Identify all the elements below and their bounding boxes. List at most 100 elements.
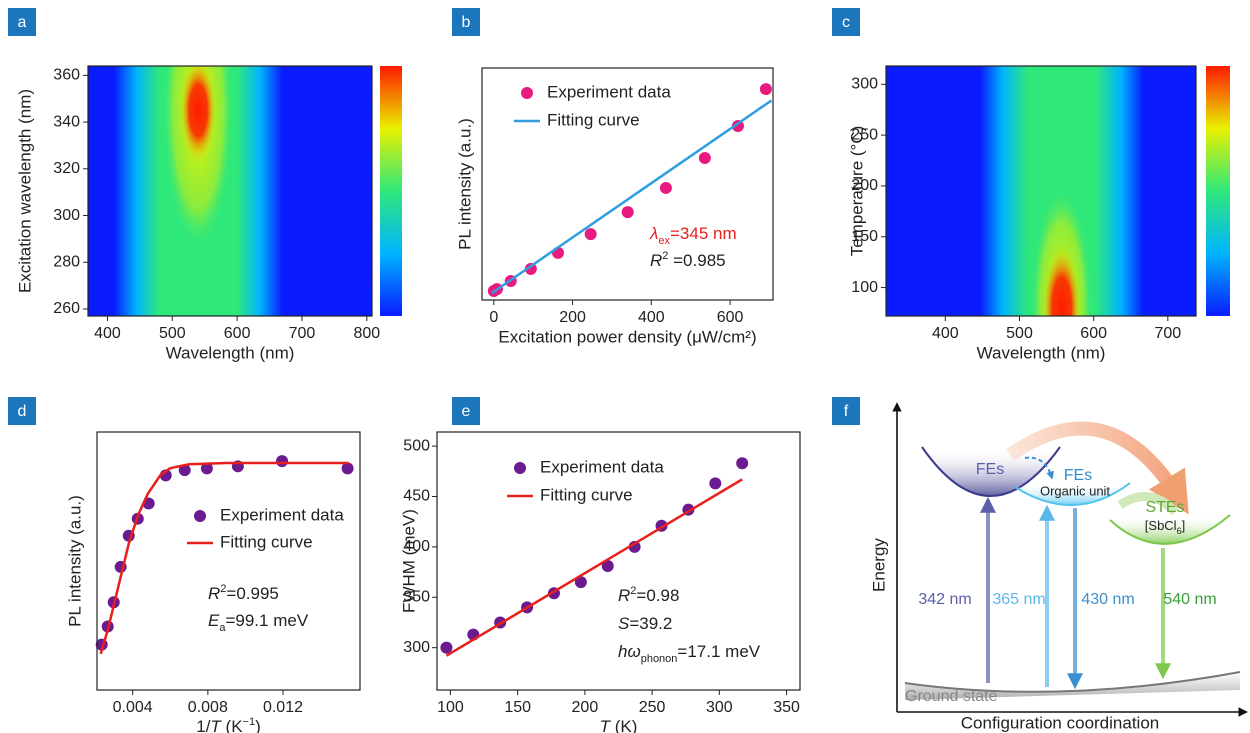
text-part: )	[255, 717, 261, 733]
text-part: =17.1 meV	[677, 642, 760, 661]
annotation: λex=345 nm	[649, 224, 737, 246]
data-point	[574, 576, 587, 589]
y-tick-label: 450	[403, 488, 430, 505]
ground-label: Ground state	[905, 688, 998, 705]
text-part: =0.995	[226, 584, 278, 603]
transfer-arrow-2	[1117, 492, 1179, 516]
axes-frame	[436, 431, 801, 691]
data-point	[524, 262, 537, 275]
state-label: STEs	[1145, 499, 1184, 516]
y-tick-label: 250	[851, 126, 878, 143]
panel-label-box	[452, 397, 480, 425]
x-tick-label: 200	[572, 699, 599, 716]
text-part: R	[650, 251, 662, 270]
y-tick-label: 280	[53, 253, 80, 270]
y-tick-label: 200	[851, 177, 878, 194]
y-tick-label: 350	[403, 589, 430, 606]
text-part: hω	[618, 642, 641, 661]
legend-marker	[194, 510, 206, 522]
annotation: R2 =0.985	[650, 250, 726, 271]
x-tick-label: 0.012	[263, 699, 303, 716]
panel: 400 500 600 700 800 260 280 300 320 340 360	[53, 65, 402, 342]
state-note: [SbCl6]	[1145, 518, 1185, 536]
axes-frame	[885, 65, 1197, 317]
text-part: 1/	[196, 717, 210, 733]
heatmap-peak	[1042, 246, 1082, 316]
transition-label: 540 nm	[1163, 591, 1216, 608]
panel-label-box	[832, 8, 860, 36]
x-tick-label: 700	[289, 325, 316, 342]
panel-label-box	[8, 8, 36, 36]
heatmap	[886, 66, 1196, 316]
x-tick-label: 0.008	[188, 699, 228, 716]
y-axis-label: PL intensity (a.u.)	[65, 495, 84, 627]
diagram: Energy Configuration coordination Ground…	[869, 402, 1248, 732]
panel: 400 500 600 700 100 150 200 250 300	[851, 65, 1230, 342]
text-part: (K)	[610, 717, 637, 733]
transfer-arrow	[1005, 421, 1189, 515]
y-tick-label: 150	[851, 228, 878, 245]
transition-label: 365 nm	[992, 591, 1045, 608]
fe-curve	[921, 446, 1061, 497]
x-axis-label: 1/T (K−1)	[196, 716, 261, 733]
y-axis-label: Temperature (°C)	[847, 126, 866, 257]
y-axis-label: FWHM (meV)	[399, 509, 418, 613]
transition-label: 342 nm	[918, 591, 971, 608]
y-tick-label: 300	[53, 207, 80, 224]
panel-label: d	[18, 403, 27, 420]
fit-line	[491, 99, 773, 295]
data-point	[731, 120, 744, 132]
x-tick-label: 100	[437, 699, 464, 716]
x-tick-label: 300	[706, 699, 733, 716]
text-part: (K	[221, 717, 243, 733]
panel-label: f	[844, 403, 849, 420]
legend-marker	[521, 87, 533, 99]
legend-label: Fitting curve	[540, 485, 633, 504]
legend-marker	[514, 462, 526, 474]
state-label: FEs	[976, 461, 1004, 478]
ste-curve	[1109, 514, 1231, 545]
text-part: =345 nm	[670, 224, 737, 243]
y-tick-label: 100	[851, 279, 878, 296]
x-tick-label: 800	[353, 325, 380, 342]
note-part: ]	[1182, 518, 1186, 533]
text-part: ex	[658, 235, 670, 247]
axes-frame	[87, 65, 373, 317]
legend-label: Experiment data	[540, 457, 664, 476]
x-axis-label: T (K)	[600, 717, 638, 733]
coordinate-label: Configuration coordination	[961, 713, 1159, 732]
heatmap	[88, 66, 372, 316]
panel-label-box	[832, 397, 860, 425]
x-tick-label: 400	[638, 309, 665, 326]
annotation: R2=0.995	[208, 583, 279, 604]
text-part: phonon	[641, 653, 678, 665]
state-note: Organic unit	[1040, 483, 1110, 498]
panel-label: b	[462, 14, 471, 31]
ground-fill	[905, 672, 1240, 700]
x-tick-label: 400	[94, 325, 121, 342]
y-tick-label: 300	[403, 639, 430, 656]
ground-curve	[904, 671, 1241, 693]
y-tick-label: 300	[851, 76, 878, 93]
text-part: E	[208, 611, 220, 630]
legend-label: Fitting curve	[547, 110, 640, 129]
x-tick-label: 200	[559, 309, 586, 326]
organic-curve	[1014, 482, 1131, 506]
annotation: hωphonon=17.1 meV	[618, 642, 761, 664]
transition-label: 430 nm	[1081, 591, 1134, 608]
axes-frame	[96, 431, 361, 691]
x-axis-label: Excitation power density (μW/cm²)	[498, 327, 756, 346]
data-point	[440, 641, 453, 654]
text-part: =39.2	[629, 614, 672, 633]
annotation: R2=0.98	[618, 585, 679, 606]
x-tick-label: 150	[504, 699, 531, 716]
text-part: =99.1 meV	[225, 611, 308, 630]
text-part: T	[210, 717, 222, 733]
panel-label: a	[18, 14, 27, 31]
data-point	[341, 462, 354, 475]
x-tick-label: 500	[1006, 325, 1033, 342]
data-point	[621, 206, 634, 219]
text-part: λ	[649, 224, 658, 243]
text-part: 2	[220, 583, 226, 595]
